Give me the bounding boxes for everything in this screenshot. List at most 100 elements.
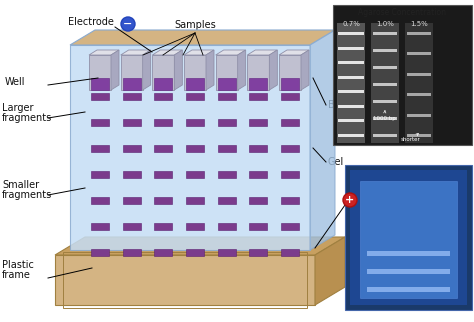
Polygon shape xyxy=(123,223,141,230)
Polygon shape xyxy=(121,50,151,55)
Polygon shape xyxy=(186,223,204,230)
Polygon shape xyxy=(281,197,299,204)
Bar xyxy=(373,49,397,52)
Text: shorter: shorter xyxy=(401,134,421,142)
Bar xyxy=(407,32,431,35)
Polygon shape xyxy=(91,223,109,230)
Polygon shape xyxy=(237,50,246,90)
Polygon shape xyxy=(218,145,236,152)
Text: Gel: Gel xyxy=(328,157,344,167)
Polygon shape xyxy=(281,119,299,126)
Polygon shape xyxy=(70,30,335,45)
Text: +: + xyxy=(346,195,355,205)
Polygon shape xyxy=(315,237,345,305)
Polygon shape xyxy=(89,50,119,55)
Bar xyxy=(371,23,399,143)
Text: 1.5%: 1.5% xyxy=(410,21,428,27)
Polygon shape xyxy=(186,249,204,256)
Polygon shape xyxy=(281,249,299,256)
Bar xyxy=(337,23,365,143)
Polygon shape xyxy=(123,119,141,126)
Text: frame: frame xyxy=(2,270,31,280)
Bar xyxy=(407,93,431,96)
Text: fragments: fragments xyxy=(2,113,52,123)
Polygon shape xyxy=(247,50,277,55)
Polygon shape xyxy=(89,55,111,90)
Polygon shape xyxy=(186,78,204,90)
Polygon shape xyxy=(155,197,173,204)
Polygon shape xyxy=(123,78,141,90)
Text: Well: Well xyxy=(5,77,26,87)
Polygon shape xyxy=(249,78,267,90)
Polygon shape xyxy=(186,145,204,152)
Text: fragments: fragments xyxy=(2,190,52,200)
Polygon shape xyxy=(123,249,141,256)
Polygon shape xyxy=(121,55,143,90)
Polygon shape xyxy=(218,223,236,230)
Polygon shape xyxy=(155,78,173,90)
Bar xyxy=(360,181,457,298)
Polygon shape xyxy=(249,119,267,126)
Bar xyxy=(373,66,397,69)
Bar xyxy=(338,134,364,137)
Bar xyxy=(367,287,450,292)
Polygon shape xyxy=(301,50,309,90)
Bar xyxy=(338,105,364,108)
Bar xyxy=(338,61,364,64)
Circle shape xyxy=(343,193,357,207)
Polygon shape xyxy=(249,249,267,256)
Polygon shape xyxy=(281,223,299,230)
Bar xyxy=(407,73,431,76)
Text: Buffer: Buffer xyxy=(328,100,358,110)
Polygon shape xyxy=(91,119,109,126)
Text: 1000 bp: 1000 bp xyxy=(373,110,396,121)
Polygon shape xyxy=(281,171,299,178)
Polygon shape xyxy=(184,55,206,90)
Polygon shape xyxy=(91,78,109,90)
Polygon shape xyxy=(218,171,236,178)
Polygon shape xyxy=(91,249,109,256)
Polygon shape xyxy=(152,50,182,55)
Bar xyxy=(350,170,467,305)
Bar xyxy=(405,23,433,143)
Text: 1.0%: 1.0% xyxy=(376,21,394,27)
Polygon shape xyxy=(218,249,236,256)
Polygon shape xyxy=(152,55,174,90)
Polygon shape xyxy=(281,145,299,152)
Polygon shape xyxy=(281,78,299,90)
Bar xyxy=(338,47,364,50)
Polygon shape xyxy=(123,171,141,178)
Polygon shape xyxy=(247,55,269,90)
Polygon shape xyxy=(55,237,345,255)
Polygon shape xyxy=(249,93,267,100)
Polygon shape xyxy=(216,50,246,55)
Polygon shape xyxy=(111,50,119,90)
Polygon shape xyxy=(70,45,310,250)
Polygon shape xyxy=(155,249,173,256)
Bar xyxy=(373,100,397,103)
Polygon shape xyxy=(279,55,301,90)
Polygon shape xyxy=(269,50,277,90)
Polygon shape xyxy=(249,145,267,152)
Circle shape xyxy=(121,17,135,31)
Bar xyxy=(373,32,397,35)
Polygon shape xyxy=(155,171,173,178)
Bar xyxy=(345,165,472,310)
Polygon shape xyxy=(91,93,109,100)
Bar xyxy=(367,269,450,274)
Polygon shape xyxy=(186,197,204,204)
Bar xyxy=(407,114,431,117)
Text: Electrode: Electrode xyxy=(358,195,404,205)
Text: Electrode: Electrode xyxy=(68,17,114,27)
Polygon shape xyxy=(123,197,141,204)
Bar xyxy=(407,52,431,55)
Polygon shape xyxy=(249,197,267,204)
Text: Larger: Larger xyxy=(2,103,34,113)
Polygon shape xyxy=(184,50,214,55)
Polygon shape xyxy=(186,171,204,178)
Bar xyxy=(338,90,364,93)
Polygon shape xyxy=(218,197,236,204)
Bar xyxy=(373,134,397,137)
Bar xyxy=(407,134,431,137)
Bar xyxy=(373,117,397,120)
